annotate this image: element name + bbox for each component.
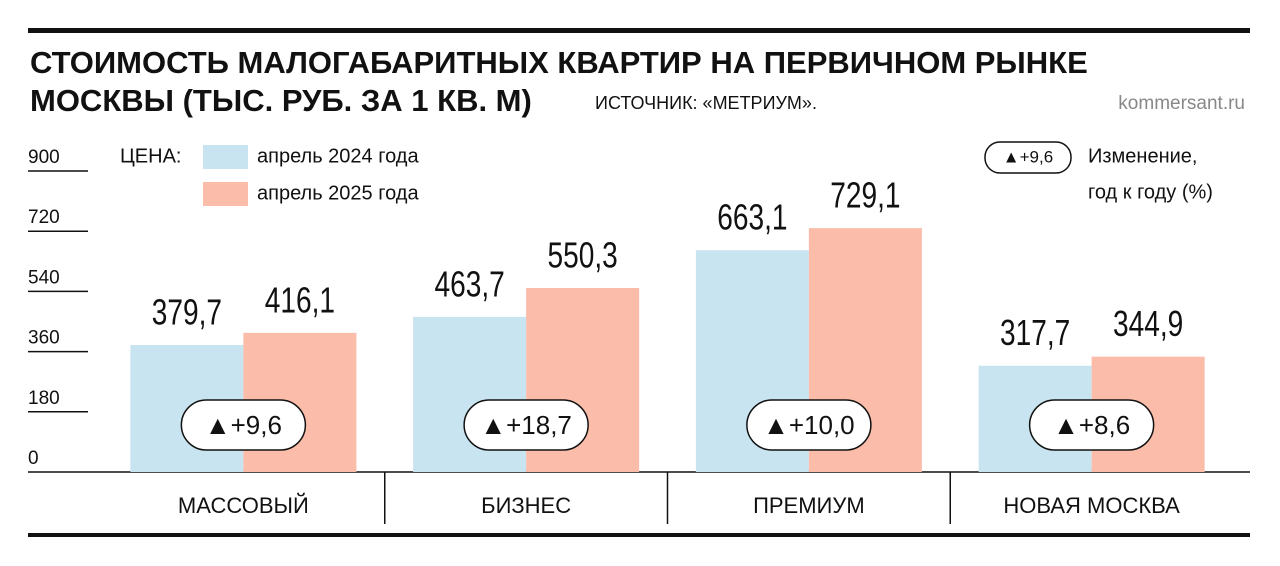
legend-title: ЦЕНА: — [120, 145, 181, 167]
bottom-rule — [28, 533, 1250, 537]
y-tick-label: 720 — [28, 207, 60, 228]
legend-label: апрель 2025 года — [257, 182, 419, 204]
legend-badge-text: ▲+9,6 — [1003, 147, 1053, 166]
change-badge — [746, 399, 872, 451]
legend-note: год к году (%) — [1088, 181, 1213, 203]
change-label: ▲+10,0 — [763, 410, 855, 440]
y-tick-label: 180 — [28, 388, 60, 409]
y-tick-label: 900 — [28, 147, 60, 168]
change-label: ▲+18,7 — [480, 410, 572, 440]
legend-swatch — [203, 182, 248, 206]
value-label: 317,7 — [1000, 313, 1070, 353]
value-label: 379,7 — [152, 292, 222, 332]
site: kommersant.ru — [1118, 93, 1245, 114]
legend-note: Изменение, — [1088, 145, 1197, 167]
change-label: ▲+9,6 — [205, 410, 282, 440]
legend-swatch — [203, 145, 248, 169]
change-badge — [463, 399, 589, 451]
x-tick-label: БИЗНЕС — [481, 493, 571, 518]
legend-badge — [984, 141, 1072, 174]
top-rule — [28, 28, 1250, 33]
x-tick-label: НОВАЯ МОСКВА — [1003, 493, 1180, 518]
value-label: 729,1 — [830, 175, 900, 215]
y-tick-label: 0 — [28, 448, 39, 469]
change-badge — [1028, 399, 1155, 451]
chart-title: МОСКВЫ (ТЫС. РУБ. ЗА 1 КВ. М) — [30, 83, 532, 118]
value-label: 550,3 — [548, 235, 618, 275]
chart-title: СТОИМОСТЬ МАЛОГАБАРИТНЫХ КВАРТИР НА ПЕРВ… — [30, 45, 1088, 80]
value-label: 344,9 — [1113, 304, 1183, 344]
value-label: 416,1 — [265, 280, 335, 320]
y-tick-label: 540 — [28, 267, 60, 288]
change-label: ▲+8,6 — [1053, 410, 1130, 440]
change-badge — [180, 399, 307, 451]
source: ИСТОЧНИК: «МЕТРИУМ». — [595, 93, 817, 113]
x-tick-label: ПРЕМИУМ — [753, 493, 865, 518]
legend-label: апрель 2024 года — [257, 145, 419, 167]
value-label: 463,7 — [435, 264, 505, 304]
y-tick-label: 360 — [28, 328, 60, 349]
x-tick-label: МАССОВЫЙ — [178, 493, 309, 518]
value-label: 663,1 — [717, 197, 787, 237]
